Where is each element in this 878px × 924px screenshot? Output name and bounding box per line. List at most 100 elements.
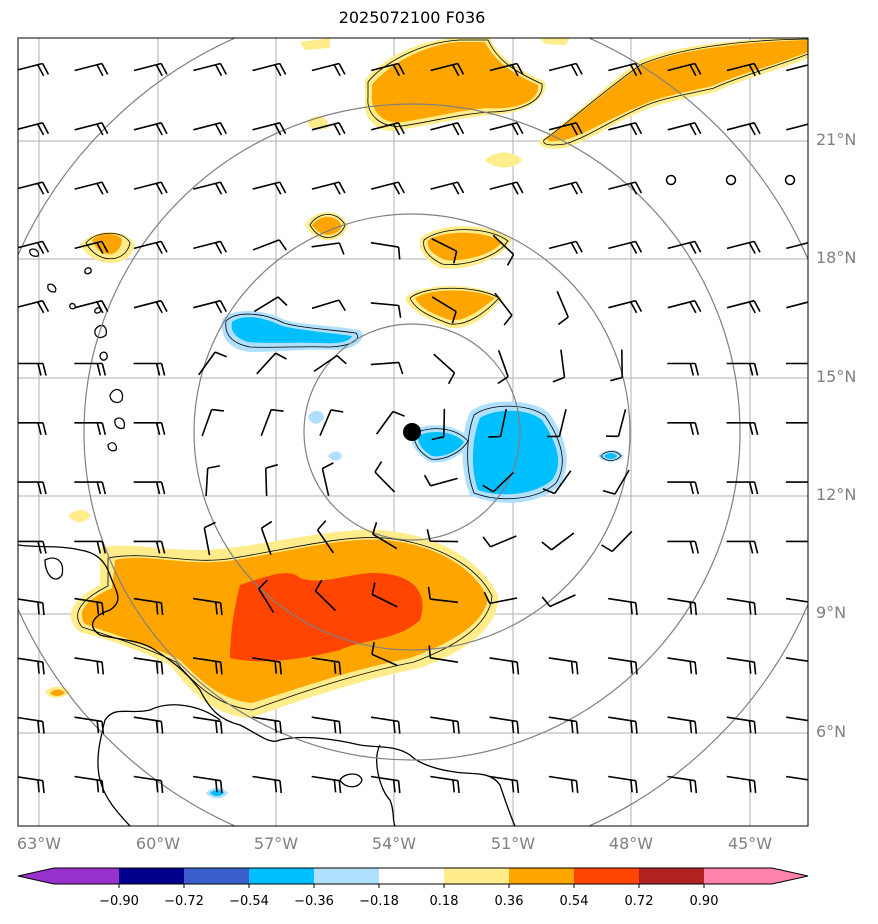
wind-barb	[809, 780, 810, 792]
wind-barb	[753, 721, 757, 734]
wind-barb	[570, 720, 574, 734]
wind-barb	[458, 840, 459, 852]
wind-barb	[339, 840, 340, 852]
wind-barb	[36, 123, 45, 136]
wind-barb	[36, 183, 45, 195]
wind-barb	[221, 840, 222, 852]
wind-barb	[101, 662, 105, 675]
wind-barb	[809, 423, 812, 435]
wind-barb	[634, 181, 643, 194]
wind-barb	[753, 122, 761, 135]
wind-barb	[271, 408, 284, 412]
colorbar-extend-low	[18, 868, 54, 884]
wind-barb	[203, 521, 216, 529]
map-title: 2025072100 F036	[338, 8, 486, 27]
wind-barb	[635, 780, 638, 794]
wind-barb	[541, 541, 553, 551]
wind-barb	[601, 544, 613, 553]
wind-barb	[575, 241, 583, 253]
wind-barb	[748, 301, 756, 314]
wind-barb	[511, 720, 515, 734]
wind-barb	[41, 181, 50, 194]
wind-barb	[102, 840, 103, 852]
lon-label: 57°W	[253, 834, 299, 853]
wind-barb	[160, 662, 164, 675]
wind-barb	[457, 721, 460, 734]
wind-barb	[689, 123, 697, 136]
wind-barb	[560, 349, 566, 378]
colorbar-extend-high	[772, 868, 808, 884]
wind-barb	[160, 63, 168, 75]
wind-barb	[694, 300, 702, 312]
wind-barb	[748, 541, 754, 554]
wind-barb	[333, 720, 337, 734]
wind-barb	[570, 661, 574, 674]
wind-barb	[785, 597, 808, 603]
wind-barb	[575, 662, 579, 675]
wind-barb	[336, 354, 347, 365]
wind-barb	[338, 721, 342, 734]
colorbar-bin	[509, 868, 575, 884]
wind-barb	[214, 242, 223, 254]
wind-barb	[807, 124, 808, 125]
wind-barb	[261, 520, 273, 529]
wind-barb	[689, 64, 697, 77]
wind-barb	[457, 780, 460, 794]
wind-barb	[516, 662, 520, 675]
lon-label: 60°W	[135, 834, 181, 853]
wind-barb	[42, 662, 45, 675]
wind-barb	[635, 721, 638, 734]
wind-barb	[41, 300, 50, 312]
wind-barb	[265, 463, 278, 469]
wind-barb	[689, 481, 695, 495]
wind-barb	[160, 181, 168, 194]
wind-barb	[809, 482, 812, 494]
wind-barb	[319, 409, 332, 437]
wind-barb	[635, 662, 638, 675]
wind-barb	[160, 422, 166, 435]
wind-barb	[570, 183, 579, 195]
wind-barb	[511, 123, 519, 136]
wind-barb	[516, 63, 524, 75]
wind-barb	[630, 779, 633, 793]
wind-barb	[629, 123, 638, 136]
wind-barb	[814, 721, 815, 733]
wind-barb	[689, 601, 693, 615]
wind-barb	[37, 601, 40, 615]
colorbar-bin	[639, 868, 705, 884]
wind-barb	[635, 602, 638, 616]
colorbar-bin	[54, 868, 120, 884]
wind-barb	[397, 305, 402, 318]
wind-barb	[374, 471, 396, 493]
wind-barb	[556, 290, 569, 318]
wind-barb	[431, 436, 444, 441]
lon-label: 63°W	[16, 834, 62, 853]
wind-barb	[748, 363, 754, 376]
wind-barb	[427, 586, 431, 600]
wind-barb	[155, 541, 161, 554]
wind-barb	[614, 469, 630, 495]
wind-barb	[193, 836, 221, 840]
wind-barb	[497, 350, 509, 377]
wind-barb	[96, 123, 104, 136]
wind-barb	[551, 532, 575, 551]
wind-barb	[101, 541, 107, 554]
wind-barb	[695, 840, 696, 852]
wind-barb	[452, 123, 460, 136]
wind-barb	[397, 721, 401, 734]
wind-barb	[456, 122, 465, 135]
wind-barb	[316, 520, 327, 531]
wind-barb	[160, 363, 166, 376]
wind-barb	[453, 251, 458, 264]
wind-barb	[101, 181, 109, 194]
wind-barb	[570, 123, 579, 136]
wind-barb	[814, 781, 815, 793]
wind-barb	[452, 64, 460, 77]
wind-barb	[630, 601, 633, 615]
wind-barb	[694, 363, 700, 376]
wind-barb	[37, 422, 42, 435]
wind-barb	[629, 301, 638, 314]
wind-barb	[397, 780, 401, 794]
wind-barb	[160, 602, 164, 616]
wind-barb	[371, 653, 398, 667]
